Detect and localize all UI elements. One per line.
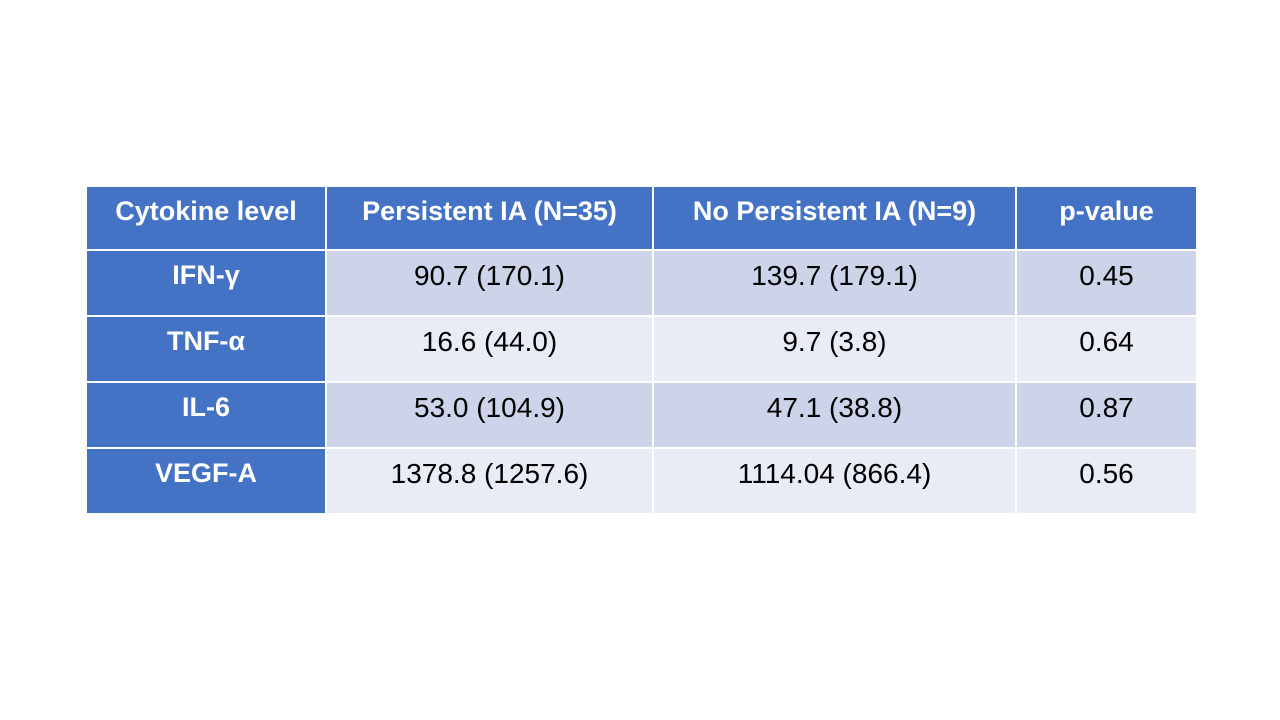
cell-tnf-alpha-persistent: 16.6 (44.0) <box>325 315 654 383</box>
cell-ifn-gamma-p-value: 0.45 <box>1015 249 1198 317</box>
column-header-no-persistent-ia: No Persistent IA (N=9) <box>652 185 1017 251</box>
cell-tnf-alpha-p-value: 0.64 <box>1015 315 1198 383</box>
header-row: Cytokine level Persistent IA (N=35) No P… <box>85 185 1198 251</box>
column-header-cytokine-level: Cytokine level <box>85 185 327 251</box>
table-row-ifn-gamma: IFN-γ 90.7 (170.1) 139.7 (179.1) 0.45 <box>85 249 1198 317</box>
cell-vegf-a-persistent: 1378.8 (1257.6) <box>325 447 654 515</box>
cell-il-6-no-persistent: 47.1 (38.8) <box>652 381 1017 449</box>
column-header-persistent-ia: Persistent IA (N=35) <box>325 185 654 251</box>
cell-vegf-a-no-persistent: 1114.04 (866.4) <box>652 447 1017 515</box>
table-row-il-6: IL-6 53.0 (104.9) 47.1 (38.8) 0.87 <box>85 381 1198 449</box>
table-row-tnf-alpha: TNF-α 16.6 (44.0) 9.7 (3.8) 0.64 <box>85 315 1198 383</box>
cell-vegf-a-p-value: 0.56 <box>1015 447 1198 515</box>
cell-il-6-persistent: 53.0 (104.9) <box>325 381 654 449</box>
table-row-vegf-a: VEGF-A 1378.8 (1257.6) 1114.04 (866.4) 0… <box>85 447 1198 515</box>
column-header-p-value: p-value <box>1015 185 1198 251</box>
row-header-vegf-a: VEGF-A <box>85 447 327 515</box>
row-header-il-6: IL-6 <box>85 381 327 449</box>
cell-tnf-alpha-no-persistent: 9.7 (3.8) <box>652 315 1017 383</box>
cell-ifn-gamma-persistent: 90.7 (170.1) <box>325 249 654 317</box>
row-header-ifn-gamma: IFN-γ <box>85 249 327 317</box>
cell-ifn-gamma-no-persistent: 139.7 (179.1) <box>652 249 1017 317</box>
cytokine-comparison-table: Cytokine level Persistent IA (N=35) No P… <box>85 185 1198 515</box>
cell-il-6-p-value: 0.87 <box>1015 381 1198 449</box>
row-header-tnf-alpha: TNF-α <box>85 315 327 383</box>
